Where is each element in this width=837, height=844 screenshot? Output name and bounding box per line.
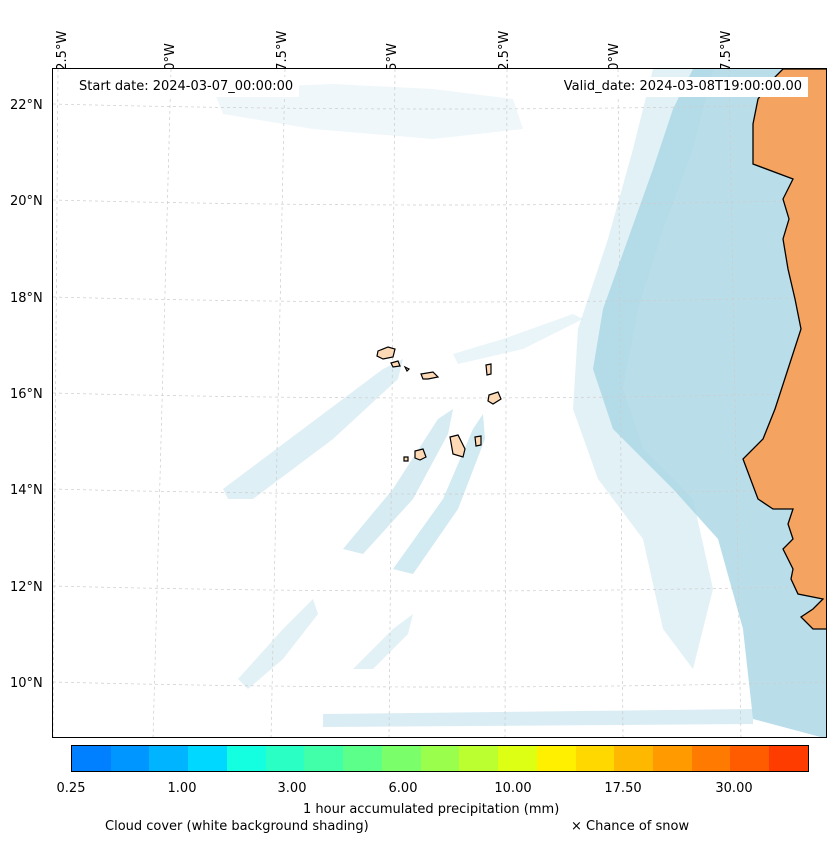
colorbar-swatch-10 [459,746,499,771]
cloud-cover-legend: Cloud cover (white background shading) [105,819,369,834]
colorbar-tick-2: 3.00 [277,781,307,796]
colorbar-label: 1 hour accumulated precipitation (mm) [303,802,560,817]
island-santiago [449,434,466,458]
cloud-streak-6 [453,314,583,364]
colorbar-swatch-7 [343,746,382,771]
meridian-22-5w [504,69,508,737]
precipitation-colorbar [71,745,809,772]
colorbar-swatch-8 [381,746,421,771]
graticule [53,69,826,737]
cloud-streak-4 [238,599,318,689]
island-sal [485,363,492,376]
cape-verde-islands [376,346,502,462]
colorbar-swatch-14 [614,746,654,771]
colorbar-swatch-16 [691,746,731,771]
colorbar-swatch-15 [653,746,692,771]
meridian-20w [617,69,624,737]
cloud-patch-north [213,84,523,139]
colorbar-tick-0: 0.25 [56,781,86,796]
start-date-label: Start date: 2024-03-07_00:00:00 [73,77,300,97]
meridian-17-5w [728,69,742,737]
parallel-10n [53,681,826,688]
colorbar-swatch-1 [110,746,150,771]
cloud-band-outer [573,69,713,669]
colorbar-swatch-3 [188,746,227,771]
cloud-streak-5 [353,614,413,669]
lat-label-16n: 16°N [10,387,43,402]
cloud-band-coastal [593,69,826,737]
meridian-32-5w [53,69,59,737]
island-boa-vista [487,391,502,405]
lat-label-10n: 10°N [10,676,43,691]
lat-label-18n: 18°N [10,291,43,306]
lat-label-14n: 14°N [10,483,43,498]
lat-label-22n: 22°N [10,98,43,113]
colorbar-swatch-9 [420,746,460,771]
snow-legend: × Chance of snow [571,819,690,834]
meridian-25w [388,69,396,737]
map-panel[interactable]: Start date: 2024-03-07_00:00:00 Valid_da… [52,68,827,738]
cloud-streak-1 [223,359,403,499]
colorbar-swatch-18 [769,746,808,771]
lat-label-12n: 12°N [10,580,43,595]
island-santa-luzia [403,365,411,373]
africa-mainland [742,69,826,630]
colorbar-swatch-4 [226,746,266,771]
valid-date-label: Valid_date: 2024-03-08T19:00:00.00 [557,77,808,97]
cloud-strip-south [323,709,753,727]
cloud-cover-layer [213,69,826,737]
island-maio [474,435,482,447]
island-fogo [414,448,427,461]
colorbar-tick-3: 6.00 [388,781,418,796]
colorbar-swatch-5 [265,746,305,771]
island-brava [403,456,409,462]
island-sao-nicolau [420,371,440,380]
colorbar-tick-6: 30.00 [715,781,753,796]
island-santo-antao [376,346,396,360]
colorbar-swatch-6 [304,746,344,771]
colorbar-tick-4: 10.00 [494,781,532,796]
meridian-27-5w [270,69,286,737]
colorbar-tick-5: 17.50 [604,781,642,796]
colorbar-swatch-17 [730,746,770,771]
colorbar-tick-1: 1.00 [167,781,197,796]
cloud-streak-3 [393,414,485,574]
colorbar-swatch-12 [536,746,576,771]
colorbar-swatch-2 [149,746,189,771]
lat-label-20n: 20°N [10,194,43,209]
island-sao-vicente [390,360,401,368]
meridian-30w [152,69,172,737]
map-canvas [53,69,826,737]
colorbar-swatch-0 [72,746,111,771]
colorbar-swatch-11 [498,746,537,771]
colorbar-swatch-13 [575,746,615,771]
cloud-streak-2 [343,409,453,554]
